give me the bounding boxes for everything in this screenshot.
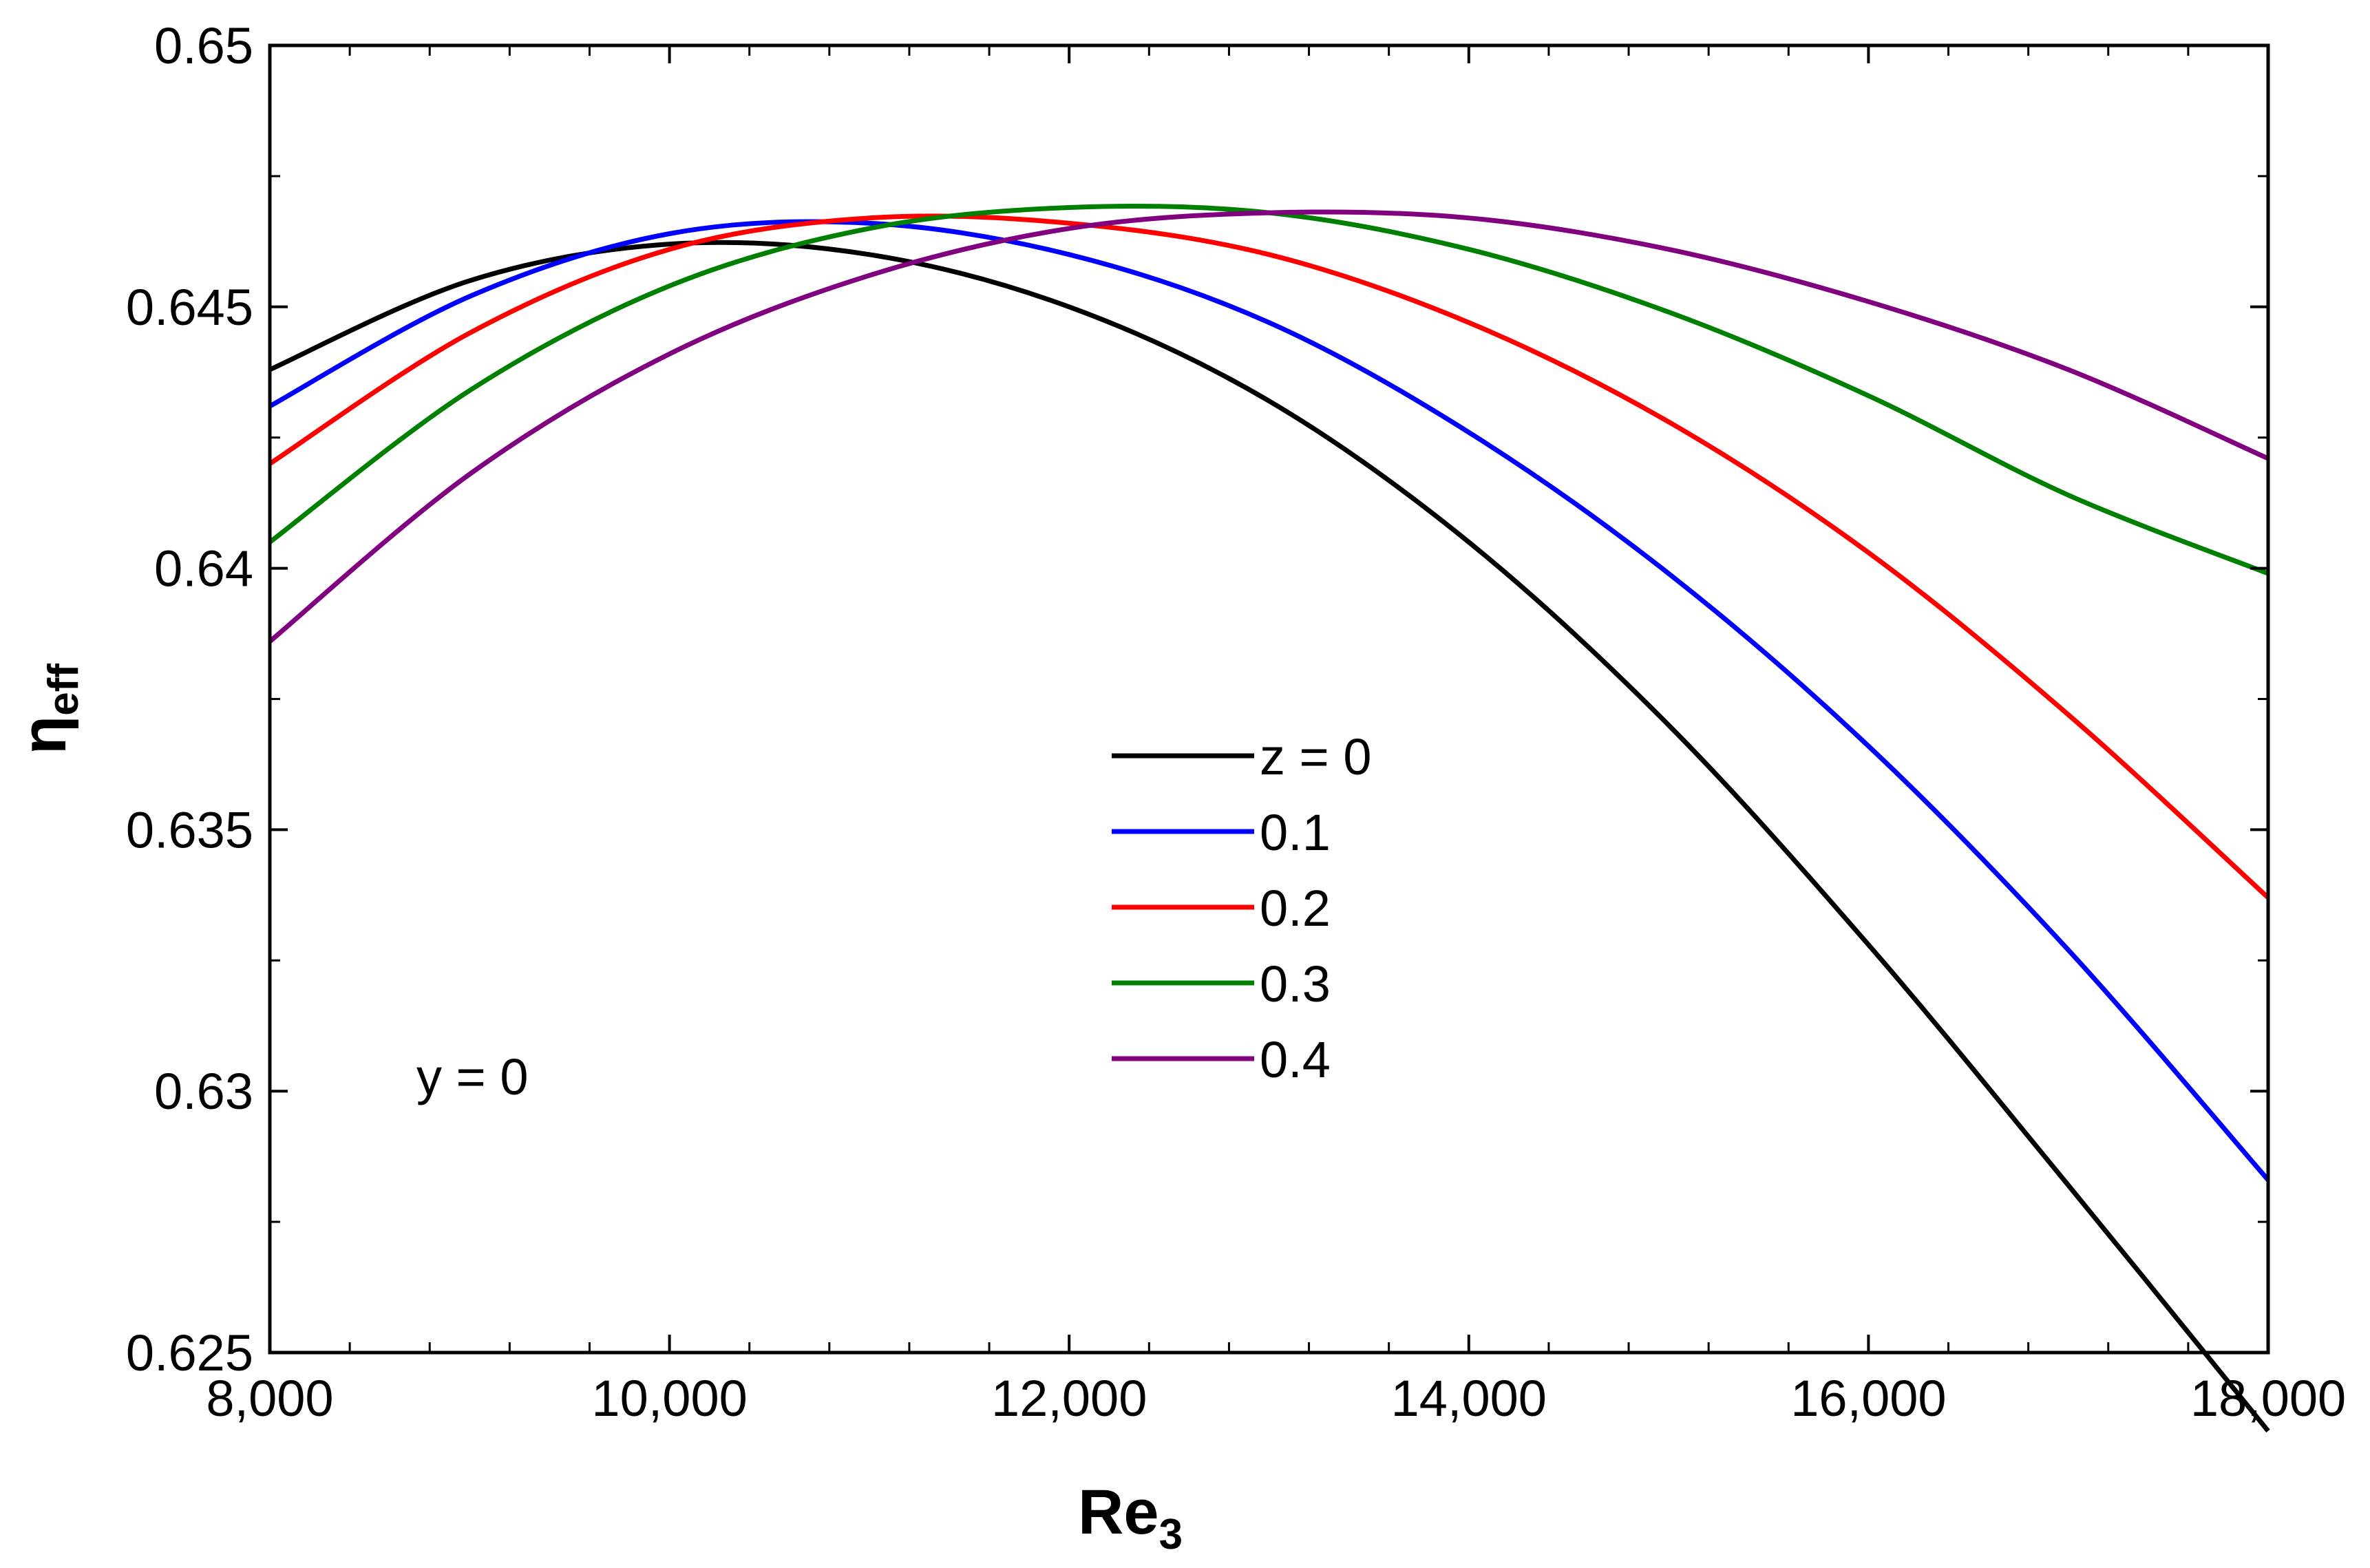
x-axis-title: Re3 [1078,1477,1183,1558]
y-axis-title-group: ηeff [9,664,87,754]
legend-label-4: 0.4 [1260,1031,1331,1088]
y-tick-label: 0.635 [126,801,253,858]
x-tick-label: 12,000 [991,1370,1147,1427]
y-tick-label: 0.64 [154,540,253,597]
series-line-4 [268,209,2270,644]
y-axis-title-sub: eff [40,664,87,716]
legend-label-3: 0.3 [1260,955,1331,1013]
series-line-0 [268,240,2270,1433]
x-tick-label: 16,000 [1790,1370,1946,1427]
series-line-2 [268,213,2270,900]
annotation-y-equals-0: y = 0 [416,1048,529,1105]
x-tick-label: 14,000 [1391,1370,1547,1427]
tick-layer: 8,000 10,000 12,000 14,000 16,000 18,000 0.625… [126,17,2346,1427]
y-axis-title-main: η [9,716,79,754]
x-tick-label: 10,000 [591,1370,747,1427]
x-axis-title-sub: 3 [1159,1511,1183,1558]
y-tick-label: 0.625 [126,1324,253,1381]
legend-label-1: 0.1 [1260,804,1331,861]
y-axis-title: ηeff [9,664,87,754]
series-layer [268,204,2270,1433]
x-tick-label: 8,000 [206,1370,333,1427]
y-tick-label: 0.65 [154,17,253,74]
y-tick-label: 0.645 [126,279,253,336]
x-axis-title-main: Re [1078,1477,1159,1547]
legend-label-0: z = 0 [1260,728,1372,785]
x-tick-label: 18,000 [2190,1370,2346,1427]
y-tick-label: 0.63 [154,1063,253,1120]
legend: z = 0 0.1 0.2 0.3 0.4 [1112,728,1372,1088]
legend-label-2: 0.2 [1260,880,1331,937]
series-line-1 [268,219,2270,1182]
